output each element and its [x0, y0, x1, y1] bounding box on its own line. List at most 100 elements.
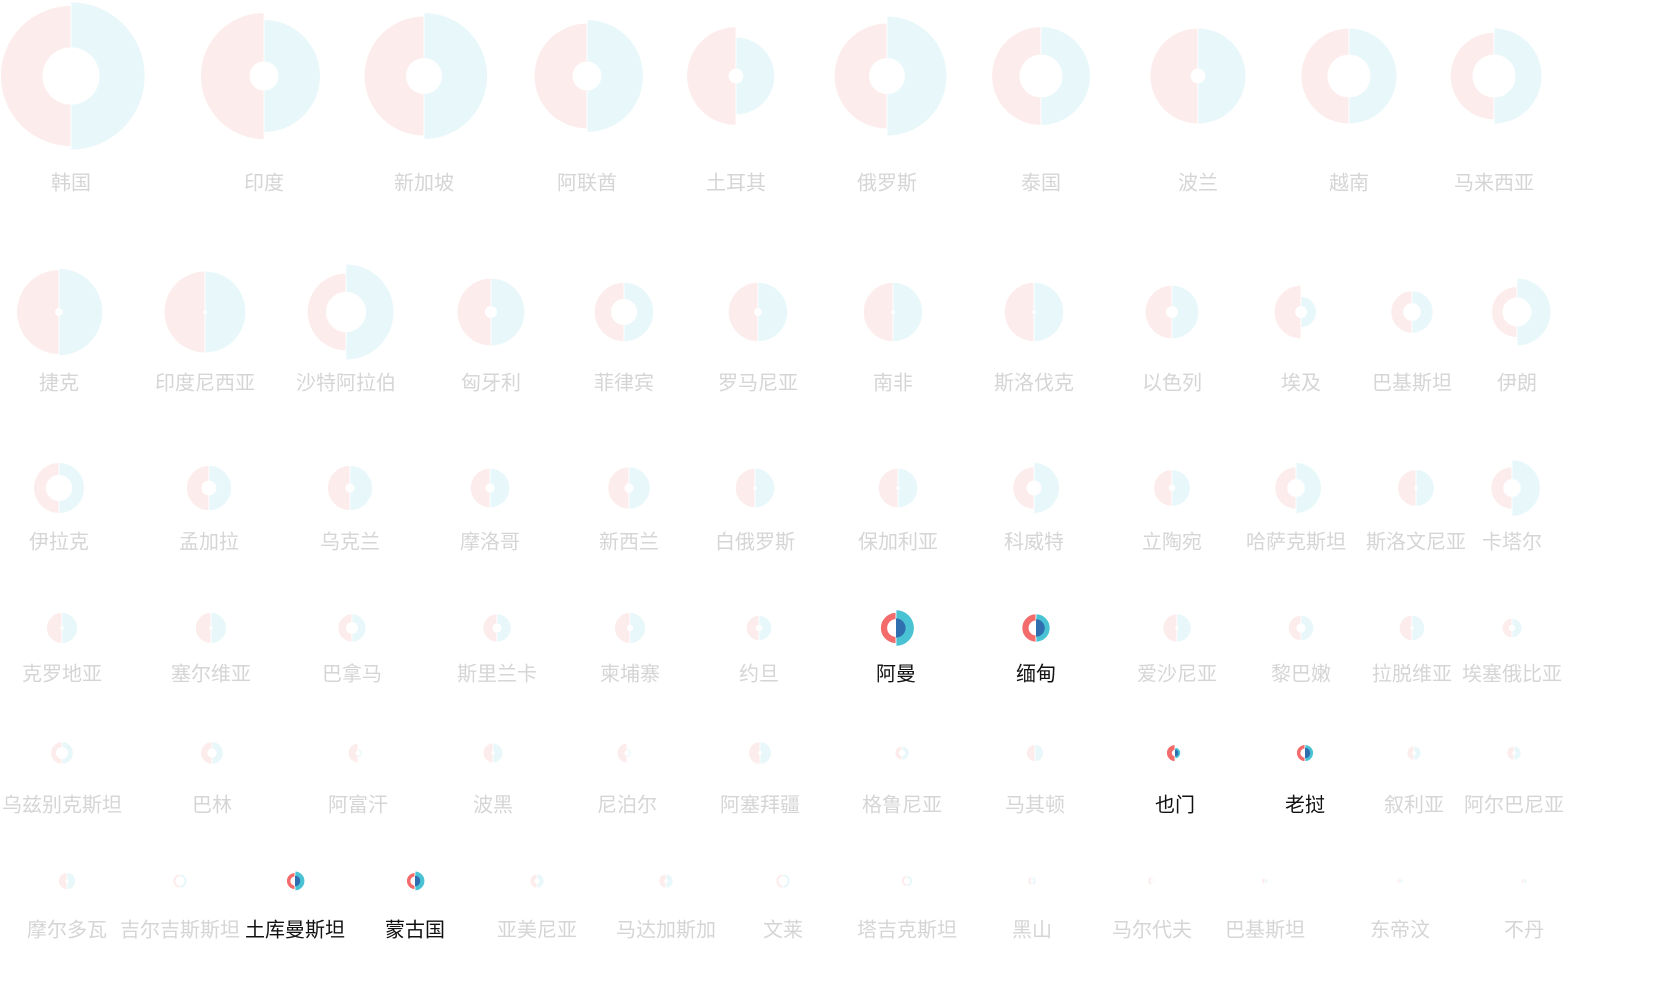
country-label: 巴基斯坦 — [1372, 371, 1452, 395]
donut-left-half — [529, 873, 538, 889]
country-donut — [594, 281, 654, 343]
donut-left-half — [200, 12, 265, 140]
country-label: 拉脱维亚 — [1372, 662, 1452, 686]
country-donut — [833, 15, 948, 137]
donut-right-half — [897, 467, 918, 509]
donut-left-half — [833, 22, 888, 130]
donut-left-half — [863, 281, 894, 343]
country-label: 埃塞俄比亚 — [1462, 662, 1562, 686]
country-donut — [1501, 617, 1523, 639]
donut-left-half — [1026, 744, 1036, 762]
donut-left-half — [186, 465, 210, 511]
donut-right-half — [1031, 876, 1037, 886]
donut-right-half — [1399, 877, 1404, 885]
country-donut — [1026, 744, 1044, 762]
country-label: 南非 — [873, 371, 913, 395]
donut-right-half — [179, 873, 188, 889]
donut-left-half — [58, 872, 68, 890]
donut-left-half — [1398, 614, 1413, 642]
donut-right-half — [345, 263, 395, 361]
country-label: 波黑 — [473, 793, 513, 817]
donut-right-half — [349, 465, 373, 511]
donut-right-half — [892, 281, 923, 343]
donut-right-half — [204, 270, 247, 354]
donut-right-half — [489, 467, 510, 509]
country-label: 摩尔多瓦 — [27, 918, 107, 942]
donut-right-half — [626, 748, 632, 758]
country-donut — [1021, 613, 1051, 643]
country-donut — [186, 465, 232, 511]
country-donut — [1004, 281, 1064, 343]
country-label: 缅甸 — [1016, 662, 1056, 686]
country-donut — [200, 12, 321, 140]
country-label: 白俄罗斯 — [715, 530, 795, 554]
country-donut — [614, 612, 646, 644]
donut-right-half — [1511, 617, 1523, 639]
country-donut — [1520, 877, 1528, 885]
donut-left-half — [470, 467, 491, 509]
donut-right-half — [628, 466, 651, 510]
donut-left-half — [1501, 617, 1513, 639]
country-donut — [728, 281, 788, 343]
donut-left-half — [1004, 281, 1035, 343]
donut-left-half — [894, 745, 903, 761]
donut-left-half — [748, 741, 761, 765]
donut-left-half — [880, 612, 897, 644]
country-label: 摩洛哥 — [460, 530, 520, 554]
country-label: 老挝 — [1285, 793, 1325, 817]
country-donut — [1450, 27, 1543, 125]
country-donut — [50, 741, 74, 765]
country-label: 新加坡 — [394, 171, 454, 195]
donut-left-half — [735, 467, 756, 509]
country-label: 也门 — [1155, 793, 1195, 817]
country-donut — [482, 742, 504, 764]
donut-left-half — [482, 613, 498, 643]
donut-right-half — [586, 19, 644, 133]
country-donut — [1027, 876, 1037, 886]
donut-right-half — [492, 742, 504, 764]
donut-right-half — [757, 281, 788, 343]
donut-left-half — [658, 873, 667, 889]
country-donut — [363, 12, 488, 140]
donut-left-half — [172, 873, 181, 889]
country-donut — [735, 467, 775, 509]
country-label: 泰国 — [1021, 171, 1061, 195]
country-label: 巴拿马 — [322, 662, 382, 686]
donut-right-half — [1516, 277, 1552, 347]
donut-right-half — [1511, 459, 1541, 517]
country-label: 俄罗斯 — [857, 171, 917, 195]
donut-right-half — [490, 277, 526, 347]
country-label: 爱沙尼亚 — [1137, 662, 1217, 686]
country-label: 匈牙利 — [461, 371, 521, 395]
donut-right-half — [901, 745, 910, 761]
donut-left-half — [1153, 469, 1173, 507]
country-label: 印度 — [244, 171, 284, 195]
country-donut — [1144, 284, 1200, 340]
donut-left-half — [1450, 31, 1495, 121]
country-label: 阿联酋 — [557, 171, 617, 195]
country-donut — [1398, 614, 1426, 642]
donut-left-half — [306, 272, 347, 352]
donut-right-half — [1300, 296, 1317, 328]
donut-left-half — [1491, 286, 1518, 338]
donut-left-half — [0, 5, 72, 147]
country-label: 斯洛伐克 — [994, 371, 1074, 395]
country-donut — [775, 873, 791, 889]
donut-right-half — [1413, 745, 1422, 761]
country-label: 东帝汶 — [1370, 918, 1430, 942]
country-label: 波兰 — [1178, 171, 1218, 195]
donut-left-half — [163, 270, 206, 354]
country-label: 柬埔寨 — [600, 662, 660, 686]
country-donut — [286, 870, 306, 892]
donut-left-half — [195, 612, 212, 644]
donut-right-half — [629, 612, 646, 644]
donut-left-half — [16, 269, 60, 355]
donut-left-half — [594, 281, 625, 343]
donut-left-half — [991, 26, 1042, 126]
donut-right-half — [1493, 27, 1543, 125]
donut-left-half — [1390, 290, 1413, 334]
country-label: 土耳其 — [706, 171, 766, 195]
donut-right-half — [70, 1, 146, 151]
country-donut — [1287, 614, 1315, 642]
